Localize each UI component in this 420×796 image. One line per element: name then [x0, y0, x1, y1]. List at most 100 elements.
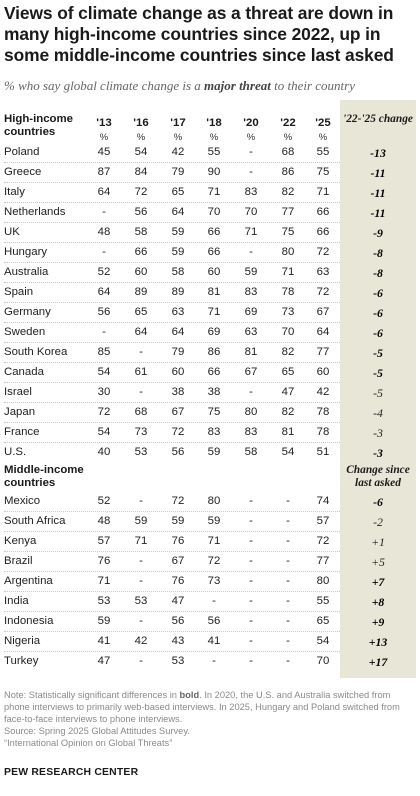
value-cell: -	[286, 575, 290, 587]
value-cell: -	[249, 515, 253, 527]
table-row: Japan 72 68 67 75 80 82 78 -4	[0, 403, 420, 423]
change-value: +8	[371, 595, 385, 609]
value-cell: -	[249, 386, 253, 398]
note-bold: bold	[179, 690, 200, 700]
value-cell: 74	[316, 495, 330, 507]
value-cell: 59	[207, 446, 221, 458]
country-name: Canada	[4, 366, 44, 378]
value-cell: 59	[171, 246, 185, 258]
value-cell: 41	[97, 635, 111, 647]
table-row: UK 48 58 59 66 71 75 66 -9	[0, 223, 420, 243]
change-value: -6	[373, 495, 383, 509]
value-cell: 85	[97, 346, 111, 358]
chart-subtitle: % who say global climate change is a maj…	[4, 78, 416, 94]
country-name: Indonesia	[4, 615, 54, 627]
value-cell: 70	[244, 206, 258, 218]
country-name: India	[4, 595, 29, 607]
year-column-header: '22	[280, 117, 296, 129]
subtitle-post: to their country	[270, 78, 355, 93]
table-row: Nigeria 41 42 43 41 - - 54 +13	[0, 632, 420, 652]
value-cell: 75	[207, 406, 221, 418]
row-divider	[4, 162, 340, 163]
row-divider	[4, 591, 340, 592]
change-value: +13	[368, 635, 388, 649]
value-cell: 30	[97, 386, 111, 398]
value-cell: 66	[207, 246, 221, 258]
change-value: -6	[373, 326, 383, 340]
value-cell: 70	[207, 206, 221, 218]
table-row: Poland 45 54 42 55 - 68 55 -13	[0, 143, 420, 163]
value-cell: -	[286, 655, 290, 667]
value-cell: 58	[244, 446, 258, 458]
value-cell: 55	[316, 595, 330, 607]
value-cell: 79	[171, 166, 185, 178]
table-row: Turkey 47 - 53 - - - 70 +17	[0, 652, 420, 672]
value-cell: 82	[281, 186, 295, 198]
value-cell: 72	[97, 406, 111, 418]
value-cell: 72	[171, 495, 185, 507]
value-cell: 67	[316, 306, 330, 318]
value-cell: 83	[244, 426, 258, 438]
country-name: Japan	[4, 406, 36, 418]
change-value: +7	[371, 575, 385, 589]
value-cell: 59	[244, 266, 258, 278]
year-column-header: '25	[315, 117, 331, 129]
value-cell: 54	[134, 146, 148, 158]
change-value: -11	[370, 166, 386, 180]
year-column-header: '17	[170, 117, 186, 129]
value-cell: 73	[134, 426, 148, 438]
value-cell: 78	[281, 286, 295, 298]
country-name: Israel	[4, 386, 32, 398]
value-cell: 55	[207, 146, 221, 158]
value-cell: 60	[171, 366, 185, 378]
value-cell: 42	[171, 146, 185, 158]
percent-unit-label: %	[99, 132, 109, 143]
value-cell: 63	[316, 266, 330, 278]
table-row: U.S. 40 53 56 59 58 54 51 -3	[0, 443, 420, 463]
value-cell: 56	[207, 615, 221, 627]
percent-unit-label: %	[209, 132, 219, 143]
value-cell: 72	[207, 555, 221, 567]
value-cell: -	[212, 655, 216, 667]
country-name: Turkey	[4, 655, 39, 667]
country-name: UK	[4, 226, 20, 238]
value-cell: 42	[134, 635, 148, 647]
value-cell: -	[139, 495, 143, 507]
row-divider	[4, 531, 340, 532]
value-cell: 67	[171, 555, 185, 567]
table-row: Canada 54 61 60 66 67 65 60 -5	[0, 363, 420, 383]
value-cell: 64	[134, 326, 148, 338]
row-divider	[4, 282, 340, 283]
value-cell: 78	[316, 426, 330, 438]
value-cell: 59	[171, 226, 185, 238]
value-cell: 66	[207, 226, 221, 238]
value-cell: 43	[171, 635, 185, 647]
table-row: Israel 30 - 38 38 - 47 42 -5	[0, 383, 420, 403]
value-cell: 86	[207, 346, 221, 358]
value-cell: 48	[97, 515, 111, 527]
table-row: Argentina 71 - 76 73 - - 80 +7	[0, 572, 420, 592]
value-cell: 60	[134, 266, 148, 278]
country-name: South Africa	[4, 515, 66, 527]
value-cell: 67	[244, 366, 258, 378]
value-cell: 63	[244, 326, 258, 338]
change-column-header: '22-'25 change	[343, 113, 413, 125]
value-cell: 65	[171, 186, 185, 198]
value-cell: 63	[171, 306, 185, 318]
country-name: Poland	[4, 146, 40, 158]
value-cell: 81	[281, 426, 295, 438]
change-value: -4	[373, 406, 383, 420]
value-cell: 53	[171, 655, 185, 667]
value-cell: 73	[281, 306, 295, 318]
table-row: Hungary - 66 59 66 - 80 72 -8	[0, 243, 420, 263]
country-name: Netherlands	[4, 206, 66, 218]
value-cell: -	[249, 246, 253, 258]
percent-unit-label: %	[173, 132, 183, 143]
change-value: +17	[368, 655, 388, 669]
value-cell: 70	[281, 326, 295, 338]
change-value: +9	[371, 615, 385, 629]
value-cell: 41	[207, 635, 221, 647]
subtitle-emphasis: major threat	[204, 78, 271, 93]
country-name: Greece	[4, 166, 42, 178]
value-cell: 68	[281, 146, 295, 158]
